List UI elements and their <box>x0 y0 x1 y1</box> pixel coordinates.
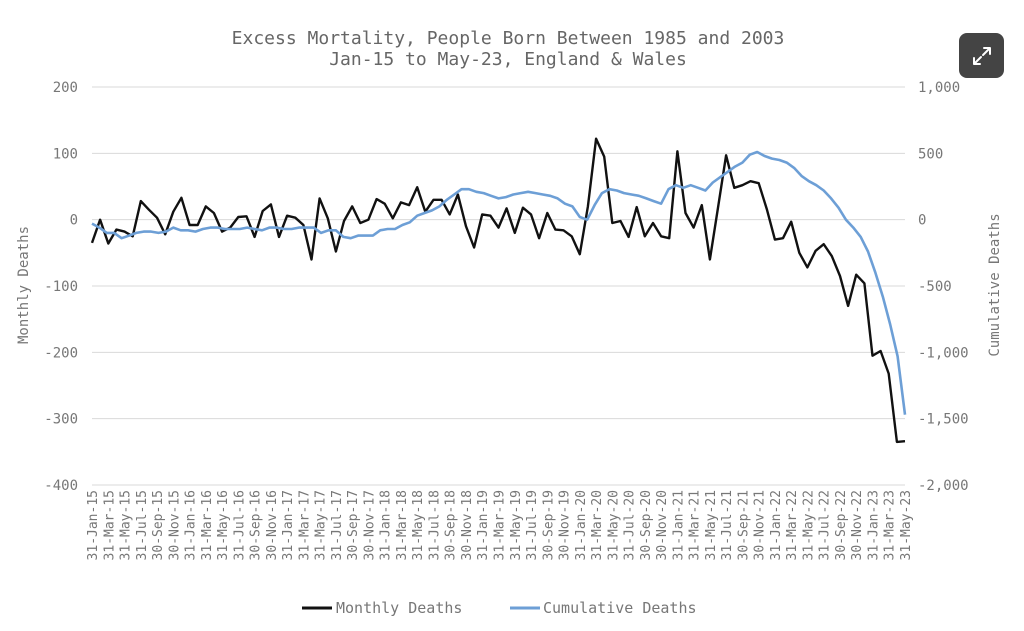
gridlines <box>92 86 905 486</box>
right-tick-label: 500 <box>918 146 943 162</box>
right-tick-label: -2,000 <box>918 478 969 494</box>
x-axis: 31-Jan-15 31-Mar-15 31-May-15 31-Jul-15 30-S… <box>86 490 914 560</box>
x-tick-label: 30-Nov-17 <box>362 490 377 560</box>
x-tick-label: 30-Nov-22 <box>850 490 865 560</box>
x-tick-label: 31-Jan-23 <box>866 490 881 560</box>
left-tick-label: -200 <box>44 345 78 361</box>
x-tick-label: 30-Sep-18 <box>444 490 459 560</box>
x-tick-label: 30-Nov-15 <box>167 490 182 560</box>
x-tick-label: 30-Sep-22 <box>834 490 849 560</box>
x-tick-label: 31-Jul-16 <box>232 490 247 560</box>
left-tick-label: 0 <box>70 213 78 229</box>
x-tick-label: 31-Mar-19 <box>493 490 508 560</box>
x-tick-label: 31-Jul-15 <box>135 490 150 560</box>
right-tick-label: -1,000 <box>918 345 969 361</box>
x-tick-label: 30-Sep-15 <box>151 490 166 560</box>
x-tick-label: 31-May-19 <box>509 490 524 560</box>
x-tick-label: 31-Mar-22 <box>785 490 800 560</box>
x-tick-label: 31-Jan-22 <box>769 490 784 560</box>
x-tick-label: 31-May-18 <box>411 490 426 560</box>
x-tick-label: 30-Nov-21 <box>753 490 768 560</box>
x-tick-label: 31-Jan-18 <box>379 490 394 560</box>
expand-icon <box>972 46 991 65</box>
x-tick-label: 30-Nov-20 <box>655 490 670 560</box>
right-axis-title: Cumulative Deaths <box>987 213 1003 356</box>
left-axis-title: Monthly Deaths <box>16 226 32 344</box>
x-tick-label: 31-Mar-16 <box>200 490 215 560</box>
x-tick-label: 31-Mar-21 <box>688 490 703 560</box>
x-tick-label: 30-Sep-20 <box>639 490 654 560</box>
left-tick-label: -400 <box>44 478 78 494</box>
x-tick-label: 30-Nov-19 <box>558 490 573 560</box>
x-tick-label: 31-Mar-23 <box>883 490 898 560</box>
left-tick-label: 200 <box>53 80 78 96</box>
x-tick-label: 31-May-15 <box>119 490 134 560</box>
right-tick-label: 0 <box>918 213 926 229</box>
expand-button[interactable] <box>959 33 1004 78</box>
series-line-monthly-deaths <box>90 137 906 444</box>
x-tick-label: 30-Nov-18 <box>460 490 475 560</box>
x-tick-label: 31-Jul-20 <box>623 490 638 560</box>
x-tick-label: 31-May-22 <box>801 490 816 560</box>
left-tick-label: -300 <box>44 412 78 428</box>
x-tick-label: 31-Jul-21 <box>720 490 735 560</box>
x-tick-label: 31-Jul-19 <box>525 490 540 560</box>
x-tick-label: 30-Sep-21 <box>736 490 751 560</box>
x-tick-label: 31-May-21 <box>704 490 719 560</box>
x-tick-label: 31-Mar-15 <box>102 490 117 560</box>
right-tick-label: 1,000 <box>918 80 960 96</box>
x-tick-label: 31-Jul-17 <box>330 490 345 560</box>
right-tick-label: -500 <box>918 279 952 295</box>
chart-title-line1: Excess Mortality, People Born Between 19… <box>232 28 785 49</box>
left-tick-label: 100 <box>53 146 78 162</box>
legend-label-monthly: Monthly Deaths <box>336 599 462 617</box>
right-tick-label: -1,500 <box>918 412 969 428</box>
left-y-axis: 200 100 0 -100 -200 -300 -400 <box>44 80 78 494</box>
x-tick-label: 31-Jul-22 <box>818 490 833 560</box>
x-tick-label: 31-Mar-18 <box>395 490 410 560</box>
x-tick-label: 31-Jan-19 <box>476 490 491 560</box>
series-lines <box>90 137 907 444</box>
x-tick-label: 30-Sep-16 <box>249 490 264 560</box>
x-tick-label: 30-Sep-17 <box>346 490 361 560</box>
x-tick-label: 31-Jan-17 <box>281 490 296 560</box>
x-tick-label: 31-Jan-21 <box>671 490 686 560</box>
x-tick-label: 31-Mar-17 <box>297 490 312 560</box>
x-tick-label: 31-Jul-18 <box>427 490 442 560</box>
x-tick-label: 31-Jan-15 <box>86 490 101 560</box>
series-line-cumulative-deaths <box>91 150 907 415</box>
x-tick-label: 31-Jan-16 <box>184 490 199 560</box>
right-y-axis: 1,000 500 0 -500 -1,000 -1,500 -2,000 <box>918 80 969 494</box>
x-tick-label: 31-May-17 <box>314 490 329 560</box>
left-tick-label: -100 <box>44 279 78 295</box>
x-tick-label: 30-Sep-19 <box>541 490 556 560</box>
x-tick-label: 31-May-20 <box>606 490 621 560</box>
x-tick-label: 31-Mar-20 <box>590 490 605 560</box>
x-tick-label: 31-May-16 <box>216 490 231 560</box>
chart-title-line2: Jan-15 to May-23, England & Wales <box>329 49 687 70</box>
legend-label-cumulative: Cumulative Deaths <box>543 599 697 617</box>
legend: Monthly Deaths Cumulative Deaths <box>302 599 697 617</box>
x-tick-label: 30-Nov-16 <box>265 490 280 560</box>
x-tick-label: 31-Jan-20 <box>574 490 589 560</box>
x-tick-label: 31-May-23 <box>899 490 914 560</box>
